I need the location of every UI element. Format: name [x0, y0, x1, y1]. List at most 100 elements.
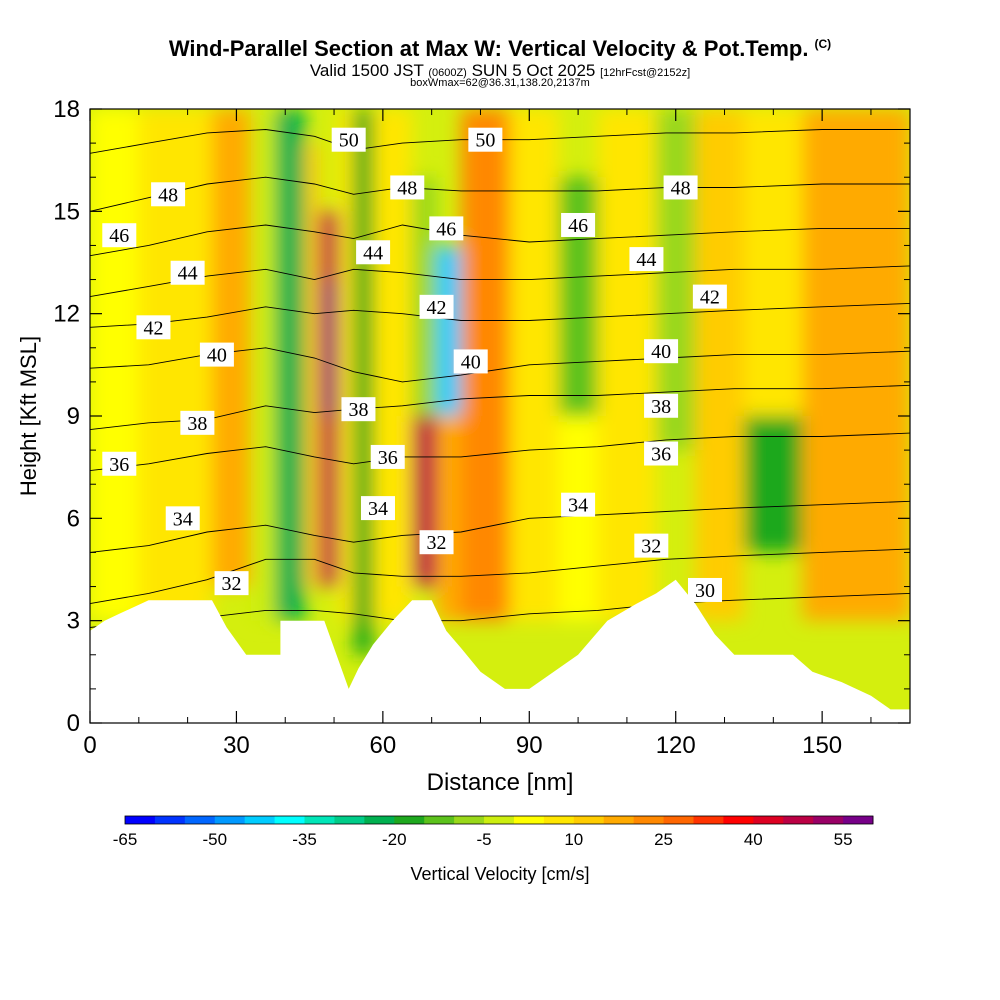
contour-label: 42	[692, 284, 727, 309]
colorbar-tick-label: -35	[292, 830, 317, 849]
contour-label-text: 34	[173, 508, 193, 530]
contour-label-box	[170, 260, 205, 285]
contour-label: 36	[370, 444, 405, 469]
y-tick-label: 3	[67, 608, 80, 635]
contour-label: 36	[102, 451, 137, 476]
contour-label-text: 42	[427, 297, 447, 319]
colorbar-swatch	[723, 816, 754, 824]
colorbar-swatch	[663, 816, 694, 824]
contour-label-text: 32	[641, 536, 661, 558]
colorbar-tick-label: 10	[564, 830, 583, 849]
y-axis-label: Height [Kft MSL]	[16, 336, 41, 496]
velocity-cell	[90, 109, 139, 621]
contour-label-box	[151, 182, 186, 207]
contour-label-box	[165, 506, 200, 531]
velocity-cell	[324, 279, 335, 416]
y-tick-label: 6	[67, 505, 80, 532]
colorbar-swatch	[543, 816, 575, 824]
contour-label-text: 46	[568, 215, 588, 237]
y-tick-label: 0	[67, 710, 80, 737]
contour-label-text: 40	[207, 345, 227, 367]
copyright-mark: (C)	[814, 37, 832, 51]
theta-contour-36	[90, 432, 910, 472]
contour-label-box	[341, 397, 376, 422]
x-tick-label: 0	[83, 732, 96, 759]
contour-label: 32	[419, 530, 454, 555]
contour-label: 32	[634, 533, 669, 558]
contour-label-text: 34	[568, 495, 588, 517]
contour-label: 48	[151, 182, 186, 207]
y-tick-label: 9	[67, 403, 80, 430]
colorbar-swatch	[693, 816, 724, 824]
theta-contour-48	[90, 176, 910, 212]
contour-label-box	[180, 410, 215, 435]
colorbar-swatch	[484, 816, 515, 824]
valid-time-line: Valid 1500 JST (0600Z) SUN 5 Oct 2025 [1…	[0, 61, 1000, 81]
contour-label: 36	[644, 441, 679, 466]
contour-label-text: 44	[363, 242, 383, 264]
contour-label-box	[644, 441, 679, 466]
contour-label-box	[561, 492, 596, 517]
contour-label-box	[419, 530, 454, 555]
contour-label: 46	[102, 223, 137, 248]
contour-label: 34	[360, 496, 395, 521]
theta-contour-44	[90, 265, 910, 298]
contour-label-text: 38	[348, 399, 368, 421]
velocity-cell	[656, 109, 696, 451]
contour-label-text: 36	[651, 444, 671, 466]
contour-label-box	[468, 127, 503, 152]
contour-label-text: 38	[187, 413, 207, 435]
colorbar-swatch	[783, 816, 814, 824]
contour-label-box	[360, 496, 395, 521]
colorbar-swatch	[184, 816, 216, 824]
x-axis-label: Distance [nm]	[427, 769, 574, 796]
contour-label: 34	[165, 506, 200, 531]
colorbar-swatch	[304, 816, 335, 824]
contour-label: 38	[341, 397, 376, 422]
valid-date-text: SUN 5 Oct 2025	[471, 61, 596, 80]
colorbar-tick-label: -20	[382, 830, 407, 849]
velocity-cell	[275, 109, 305, 621]
contour-label-text: 42	[700, 287, 720, 309]
velocity-cell	[695, 109, 745, 621]
colorbar-swatch	[125, 816, 156, 824]
colorbar-swatch	[274, 816, 306, 824]
contour-label-box	[429, 216, 464, 241]
contour-label: 40	[199, 342, 234, 367]
colorbar-tick-label: 25	[654, 830, 673, 849]
contour-label-box	[688, 577, 722, 602]
contour-label-text: 32	[222, 573, 242, 595]
contour-label: 42	[136, 315, 171, 340]
plot-area: 30 32 32 32 34 34 34 36 36 36 38 38 38 40 40 40 42 42 42 44…	[90, 109, 910, 723]
colorbar-tick-label: 40	[744, 830, 763, 849]
contour-label-box	[453, 349, 488, 374]
velocity-cell	[744, 109, 803, 416]
colorbar-swatch	[753, 816, 784, 824]
contour-label-text: 36	[109, 454, 129, 476]
y-tick-label: 18	[53, 96, 80, 123]
velocity-cell	[558, 416, 598, 621]
contour-label-text: 44	[636, 249, 656, 271]
contour-label-box	[136, 315, 171, 340]
contour-label-box	[390, 175, 425, 200]
colorbar-swatch	[394, 816, 425, 824]
contour-label-box	[663, 175, 698, 200]
contour-label: 40	[453, 349, 488, 374]
contour-label-text: 40	[461, 351, 481, 373]
theta-contour-38	[90, 384, 910, 431]
x-tick-label: 60	[370, 732, 397, 759]
contour-label-text: 44	[178, 263, 198, 285]
colorbar-swatch	[813, 816, 844, 824]
contour-label-text: 42	[143, 317, 163, 339]
terrain	[90, 579, 910, 723]
x-tick-label: 150	[802, 732, 842, 759]
contour-label-text: 50	[475, 130, 495, 152]
contour-label: 44	[629, 247, 664, 271]
colorbar-tick-label: -65	[113, 830, 138, 849]
forecast-info-text: [12hrFcst@2152z]	[600, 67, 691, 79]
contour-label: 40	[644, 339, 679, 364]
velocity-cell	[412, 416, 437, 587]
contour-label: 30	[688, 577, 722, 602]
contour-label-text: 30	[695, 580, 715, 602]
